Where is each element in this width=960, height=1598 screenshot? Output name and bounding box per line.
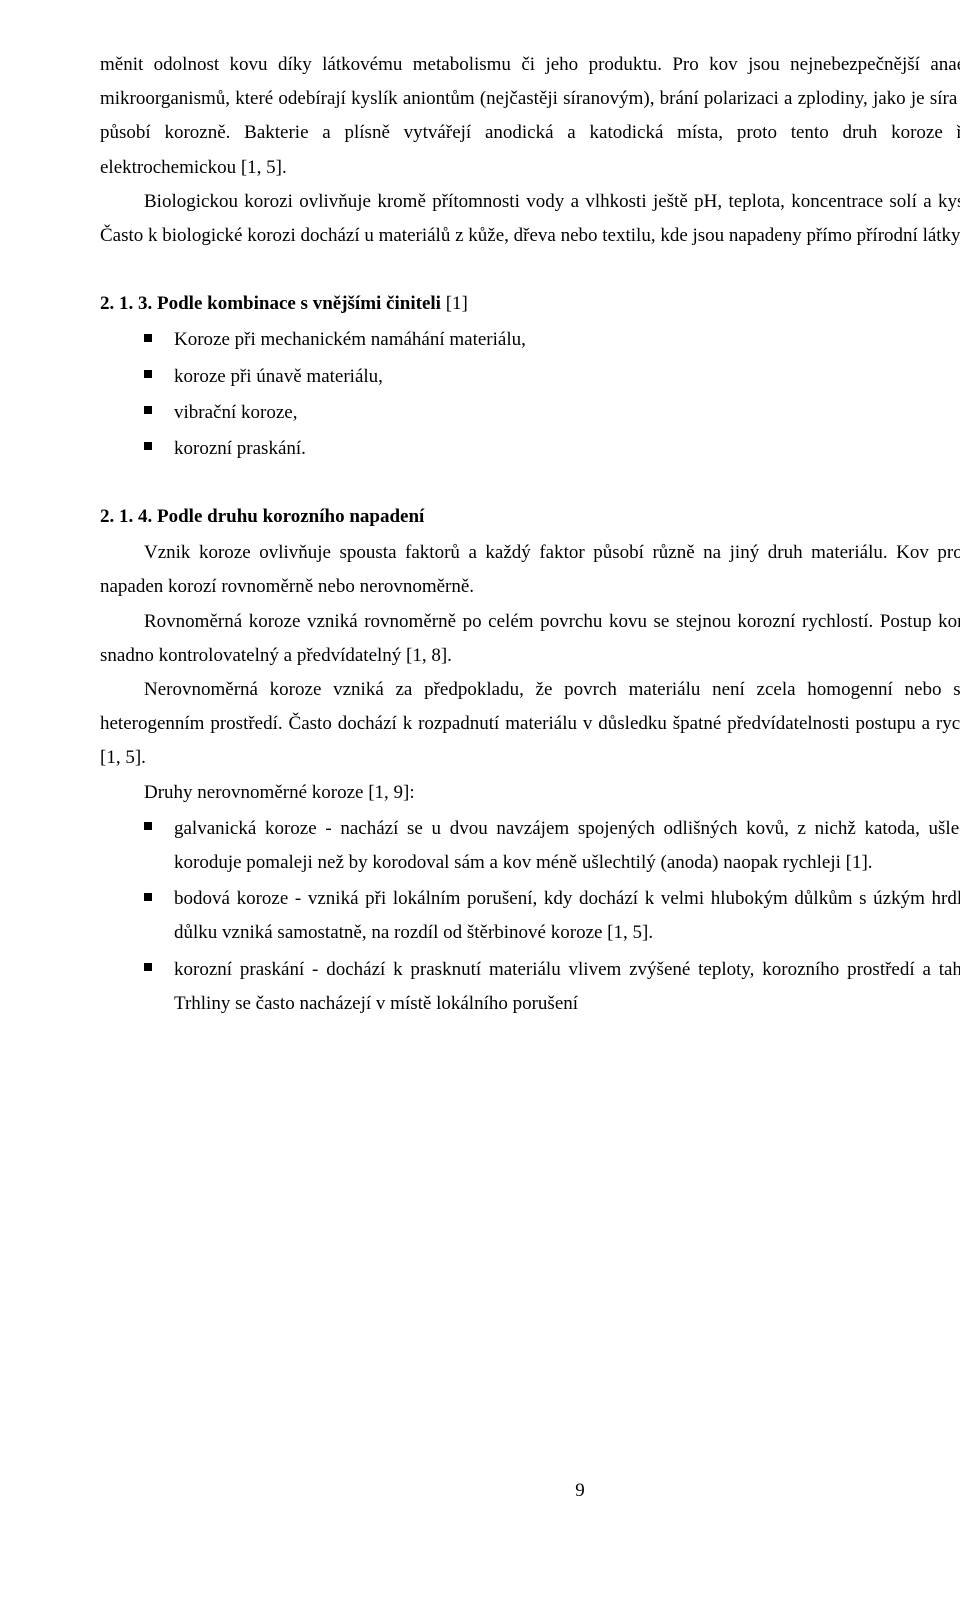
paragraph: měnit odolnost kovu díky látkovému metab… [100, 48, 960, 185]
list-item: vibrační koroze, [144, 396, 960, 430]
paragraph: Vznik koroze ovlivňuje spousta faktorů a… [100, 536, 960, 604]
list-item: korozní praskání - dochází k prasknutí m… [144, 953, 960, 1021]
heading-ref: [1] [441, 293, 468, 314]
paragraph: Rovnoměrná koroze vzniká rovnoměrně po c… [100, 605, 960, 673]
list-item: koroze při únavě materiálu, [144, 360, 960, 394]
list-214: galvanická koroze - nachází se u dvou na… [144, 812, 960, 1021]
paragraph: Biologickou korozi ovlivňuje kromě příto… [100, 185, 960, 253]
paragraph: Nerovnoměrná koroze vzniká za předpoklad… [100, 673, 960, 776]
heading-text: 2. 1. 3. Podle kombinace s vnějšími čini… [100, 293, 441, 314]
list-item: bodová koroze - vzniká při lokálním poru… [144, 882, 960, 950]
section-heading-213: 2. 1. 3. Podle kombinace s vnějšími čini… [100, 287, 960, 321]
list-213: Koroze při mechanickém namáhání materiál… [144, 323, 960, 466]
list-item: Koroze při mechanickém namáhání materiál… [144, 323, 960, 357]
list-item: galvanická koroze - nachází se u dvou na… [144, 812, 960, 880]
paragraph: Druhy nerovnoměrné koroze [1, 9]: [100, 776, 960, 810]
list-item: korozní praskání. [144, 432, 960, 466]
section-heading-214: 2. 1. 4. Podle druhu korozního napadení [100, 500, 960, 534]
page-number: 9 [100, 1474, 960, 1508]
